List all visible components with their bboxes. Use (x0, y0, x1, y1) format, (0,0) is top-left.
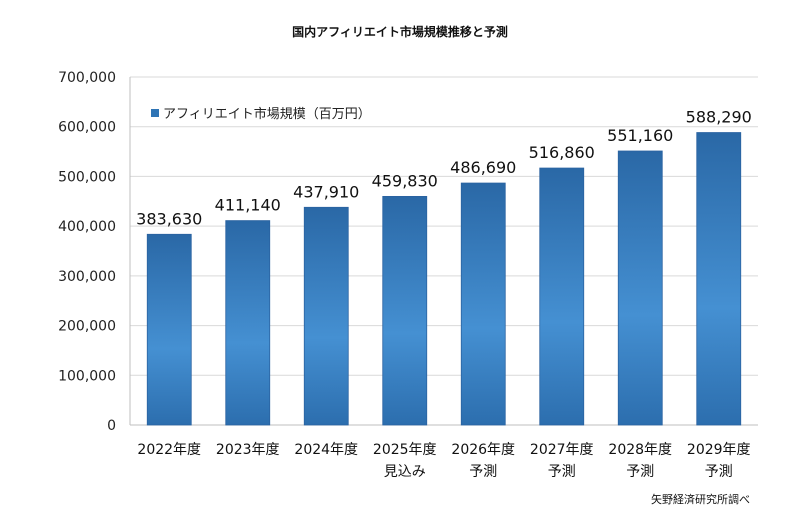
legend: アフィリエイト市場規模（百万円） (151, 106, 371, 122)
bar (146, 233, 192, 426)
data-label: 411,140 (215, 196, 281, 215)
data-label: 588,290 (686, 108, 752, 127)
x-tick-label: 2024年度 (294, 442, 358, 458)
y-tick-label: 0 (107, 418, 116, 434)
bar (382, 195, 428, 426)
x-tick-sublabel: 予測 (705, 464, 733, 480)
bar (696, 132, 742, 426)
y-tick-label: 400,000 (58, 219, 116, 235)
data-label: 437,910 (293, 182, 359, 201)
legend-swatch (151, 109, 159, 117)
y-tick-label: 700,000 (58, 70, 116, 86)
chart-title: 国内アフィリエイト市場規模推移と予測 (292, 24, 508, 39)
data-label: 516,860 (529, 143, 595, 162)
data-label: 486,690 (450, 158, 516, 177)
x-tick-label: 2029年度 (687, 442, 751, 458)
y-tick-label: 200,000 (58, 319, 116, 335)
bar (303, 206, 349, 426)
x-tick-label: 2025年度 (373, 442, 437, 458)
x-tick-sublabel: 予測 (548, 464, 576, 480)
x-tick-sublabel: 予測 (469, 464, 497, 480)
bar (460, 182, 506, 426)
data-label: 383,630 (136, 209, 202, 228)
legend-label: アフィリエイト市場規模（百万円） (163, 106, 371, 122)
x-tick-label: 2028年度 (608, 442, 672, 458)
source-note: 矢野経済研究所調べ (651, 492, 750, 506)
data-label: 459,830 (372, 171, 438, 190)
y-tick-label: 600,000 (58, 120, 116, 136)
x-tick-label: 2027年度 (530, 442, 594, 458)
bar (225, 220, 271, 426)
x-tick-label: 2026年度 (451, 442, 515, 458)
bar (617, 150, 663, 426)
x-tick-label: 2023年度 (216, 442, 280, 458)
y-tick-label: 500,000 (58, 169, 116, 185)
x-tick-sublabel: 予測 (626, 464, 654, 480)
data-label: 551,160 (607, 126, 673, 145)
bar (539, 167, 585, 426)
x-tick-sublabel: 見込み (384, 464, 426, 480)
x-tick-label: 2022年度 (137, 442, 201, 458)
y-tick-label: 100,000 (58, 368, 116, 384)
y-tick-label: 300,000 (58, 269, 116, 285)
